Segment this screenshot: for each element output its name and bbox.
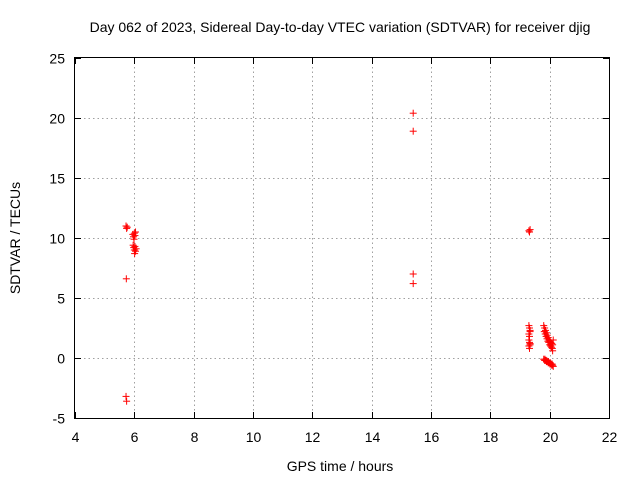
- chart-title: Day 062 of 2023, Sidereal Day-to-day VTE…: [90, 19, 591, 35]
- data-point: [130, 235, 138, 243]
- x-tick-label: 8: [191, 429, 199, 445]
- axis-ticks: [75, 58, 610, 419]
- x-tick-label: 14: [365, 429, 381, 445]
- data-point: [525, 344, 533, 352]
- data-point: [549, 336, 557, 344]
- x-tick-label: 4: [72, 429, 80, 445]
- data-point: [525, 332, 533, 340]
- data-point: [548, 360, 556, 368]
- data-point: [132, 228, 140, 236]
- x-tick-label: 10: [246, 429, 262, 445]
- data-point: [543, 356, 551, 364]
- data-point: [409, 280, 417, 288]
- data-point: [546, 359, 554, 367]
- data-point: [526, 226, 534, 234]
- data-point: [526, 340, 534, 348]
- y-tick-label: 0: [57, 351, 65, 367]
- data-point: [131, 232, 139, 240]
- y-tick-label: -5: [53, 411, 66, 427]
- y-tick-label: 25: [49, 51, 65, 67]
- y-tick-label: 10: [49, 231, 65, 247]
- x-axis-label: GPS time / hours: [287, 458, 394, 474]
- data-point: [123, 397, 131, 405]
- x-tick-label: 18: [483, 429, 499, 445]
- data-point: [409, 109, 417, 117]
- data-point: [123, 224, 131, 232]
- data-point: [131, 250, 139, 258]
- data-point: [409, 270, 417, 278]
- x-tick-label: 12: [305, 429, 321, 445]
- data-point: [547, 343, 555, 351]
- data-point: [544, 358, 552, 366]
- data-point: [541, 355, 549, 363]
- data-points: [122, 109, 557, 405]
- data-point: [549, 347, 557, 355]
- y-tick-label: 5: [57, 291, 65, 307]
- tick-labels: 4 6 8 10 12 14 16 18 20 22 -5 0 5 10 15 20 25: [49, 51, 617, 446]
- x-tick-label: 16: [424, 429, 440, 445]
- data-point: [544, 337, 552, 345]
- y-tick-label: 20: [49, 111, 65, 127]
- data-point: [122, 392, 130, 400]
- data-point: [525, 227, 533, 235]
- y-tick-label: 15: [49, 171, 65, 187]
- y-axis-label: SDTVAR / TECUs: [7, 182, 23, 294]
- data-point: [123, 223, 131, 231]
- plot-frame: [74, 57, 610, 419]
- x-tick-label: 22: [602, 429, 618, 445]
- x-tick-label: 6: [131, 429, 139, 445]
- data-point: [122, 275, 130, 283]
- x-tick-label: 20: [543, 429, 559, 445]
- data-point: [409, 127, 417, 135]
- grid: [75, 58, 609, 418]
- data-point: [132, 245, 140, 253]
- data-point: [526, 326, 534, 334]
